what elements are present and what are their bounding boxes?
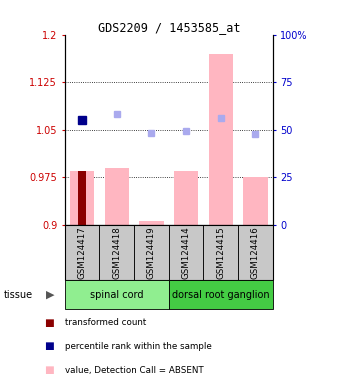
Text: ▶: ▶	[46, 290, 55, 300]
Text: ■: ■	[44, 365, 54, 375]
Bar	[105, 168, 129, 225]
Bar	[78, 171, 86, 225]
Text: dorsal root ganglion: dorsal root ganglion	[172, 290, 270, 300]
Text: ■: ■	[44, 341, 54, 351]
Bar	[169, 280, 273, 309]
Text: GSM124415: GSM124415	[216, 226, 225, 279]
Bar	[65, 280, 169, 309]
Text: transformed count: transformed count	[65, 318, 146, 327]
Text: GSM124418: GSM124418	[112, 226, 121, 279]
Text: spinal cord: spinal cord	[90, 290, 144, 300]
Text: ■: ■	[44, 318, 54, 328]
Text: tissue: tissue	[3, 290, 32, 300]
Bar	[204, 225, 238, 280]
Bar	[169, 225, 204, 280]
Bar	[174, 171, 198, 225]
Bar	[139, 222, 164, 225]
Text: GSM124419: GSM124419	[147, 226, 156, 279]
Text: percentile rank within the sample: percentile rank within the sample	[65, 342, 211, 351]
Text: GSM124416: GSM124416	[251, 226, 260, 279]
Bar	[65, 225, 100, 280]
Bar	[100, 225, 134, 280]
Bar	[70, 171, 94, 225]
Bar	[134, 225, 169, 280]
Bar	[243, 177, 268, 225]
Bar	[238, 225, 273, 280]
Text: GSM124417: GSM124417	[78, 226, 87, 279]
Bar	[209, 54, 233, 225]
Text: value, Detection Call = ABSENT: value, Detection Call = ABSENT	[65, 366, 204, 375]
Text: GDS2209 / 1453585_at: GDS2209 / 1453585_at	[98, 21, 240, 34]
Text: GSM124414: GSM124414	[182, 226, 191, 279]
